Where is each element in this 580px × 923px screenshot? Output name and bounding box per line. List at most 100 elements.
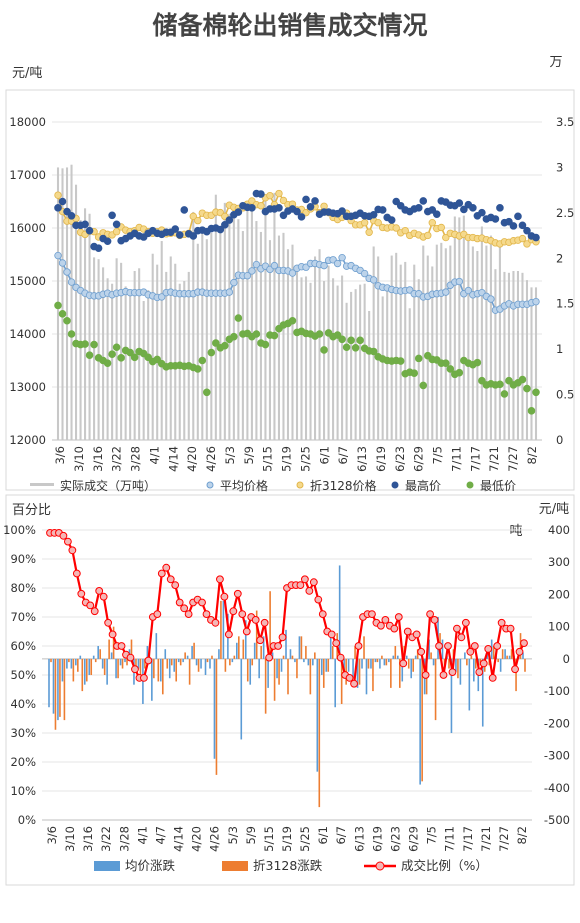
chart2-ratio-point <box>274 642 282 650</box>
chart2-x-tick: 6/29 <box>407 826 421 852</box>
chart1-volume-bar <box>368 310 371 440</box>
chart2-3128-change-bar <box>407 658 410 669</box>
chart1-price-3128-point <box>374 218 382 227</box>
chart2-ratio-point <box>162 563 171 572</box>
chart2-y-left-tick: 0% <box>18 813 36 827</box>
chart2-ratio-point <box>305 587 314 595</box>
chart2-3128-change-bar <box>170 658 173 666</box>
chart2-3128-change-bar <box>121 658 124 669</box>
chart1-volume-bar <box>399 264 402 440</box>
chart2-avg-change-bar <box>258 658 260 679</box>
chart2-avg-change-bar <box>222 600 225 659</box>
chart1-price-3128-point <box>266 191 274 200</box>
chart2-3128-change-bar <box>54 658 57 730</box>
chart2-3128-change-bar <box>77 658 79 672</box>
chart1-volume-bar <box>183 281 186 440</box>
chart1-x-tick: 3/22 <box>110 446 124 472</box>
chart1-avg-price-point <box>58 259 67 267</box>
chart1-min-price-point <box>338 335 346 344</box>
chart1-volume-bar <box>282 232 285 440</box>
chart1-volume-bar <box>264 200 267 440</box>
chart1-legend-swatch <box>206 481 214 489</box>
chart1-max-price-point <box>225 216 234 224</box>
chart1-price-3128-point <box>360 218 369 227</box>
chart2-ratio-point <box>251 616 260 624</box>
chart2-avg-change-bar <box>115 658 117 679</box>
chart1-x-tick: 4/26 <box>204 446 218 472</box>
chart1-max-price-point <box>469 204 477 212</box>
chart2-ratio-point <box>479 659 488 668</box>
chart2-avg-change-bar <box>267 658 269 688</box>
chart2-ratio-point <box>412 630 421 639</box>
chart1-volume-bar <box>205 239 208 440</box>
chart1-volume-bar <box>462 215 465 440</box>
chart1-volume-bar <box>142 300 145 440</box>
chart2-ratio-point <box>153 610 162 618</box>
chart2-avg-change-bar <box>151 658 153 701</box>
chart2-x-tick: 4/26 <box>208 826 222 852</box>
chart2-ratio-point <box>448 668 457 676</box>
chart1-legend-label: 平均价格 <box>220 478 268 493</box>
chart1-min-price-point <box>63 316 71 325</box>
chart2-ratio-point <box>68 546 77 555</box>
chart1-y-right-tick: 3 <box>556 160 563 174</box>
chart2-avg-change-bar <box>57 658 59 721</box>
chart2-3128-change-bar <box>340 658 343 704</box>
chart2-ratio-point <box>336 653 345 662</box>
chart1-x-tick: 4/14 <box>166 446 180 472</box>
chart2-avg-change-bar <box>370 658 372 669</box>
chart1-volume-bar <box>65 167 69 440</box>
chart2-3128-change-bar <box>305 646 307 659</box>
chart1-avg-price-point <box>320 261 328 270</box>
chart1-price-3128-point <box>392 224 400 232</box>
chart2-ratio-point <box>318 610 327 618</box>
chart1-volume-bar <box>359 284 362 440</box>
chart1-min-price-point <box>117 354 125 362</box>
chart1-min-price-point <box>221 341 229 350</box>
chart2-ratio-point <box>466 647 475 656</box>
chart2-ratio-point <box>256 636 265 645</box>
chart2-ratio-point <box>511 665 519 674</box>
chart1-volume-bar <box>106 278 109 440</box>
chart2-3128-change-bar <box>412 658 415 672</box>
chart1-volume-bar <box>413 264 416 440</box>
chart2-3128-change-bar <box>381 655 383 659</box>
chart1-volume-bar <box>169 256 172 440</box>
chart2-3128-change-bar <box>63 658 66 721</box>
chart2-ratio-point <box>417 647 426 656</box>
chart1-volume-bar <box>291 244 294 440</box>
chart2-ratio-point <box>140 674 148 682</box>
chart2-ratio-point <box>233 589 242 598</box>
chart1-volume-bar <box>350 291 353 440</box>
chart1-volume-bar <box>498 243 501 440</box>
chart1-x-tick: 8/2 <box>525 446 539 465</box>
chart2-avg-change-bar <box>137 658 140 669</box>
chart2-ratio-point <box>493 642 502 650</box>
chart2-avg-change-bar <box>186 655 189 659</box>
chart1-max-price-point <box>302 195 310 204</box>
chart1-min-price-point <box>419 381 428 390</box>
chart2-avg-change-bar <box>204 658 207 675</box>
chart2-3128-change-bar <box>322 658 325 688</box>
chart1-max-price-point <box>478 208 486 217</box>
chart2-ratio-point <box>309 578 318 587</box>
chart1-volume-bar <box>363 283 366 440</box>
chart1-min-price-point <box>85 351 94 360</box>
chart2-avg-change-bar <box>410 658 413 679</box>
chart1-min-price-point <box>446 365 455 373</box>
chart2-3128-change-bar <box>314 652 316 659</box>
chart2-3128-change-bar <box>179 658 182 666</box>
chart2-avg-change-bar <box>101 658 104 669</box>
chart1-min-price-point <box>496 380 504 389</box>
chart2-avg-change-bar <box>356 658 359 688</box>
chart1-volume-bar <box>74 184 78 440</box>
chart2-3128-change-bar <box>130 639 133 659</box>
chart2-3128-change-bar <box>103 658 106 675</box>
chart1-avg-price-point <box>67 278 76 286</box>
chart2-avg-change-bar <box>173 658 176 672</box>
chart2-3128-change-bar <box>197 658 200 672</box>
chart1-volume-bar <box>480 226 483 440</box>
chart2-ratio-point <box>260 618 269 627</box>
chart1-volume-bar <box>250 200 253 440</box>
chart1-volume-bar <box>165 271 168 440</box>
